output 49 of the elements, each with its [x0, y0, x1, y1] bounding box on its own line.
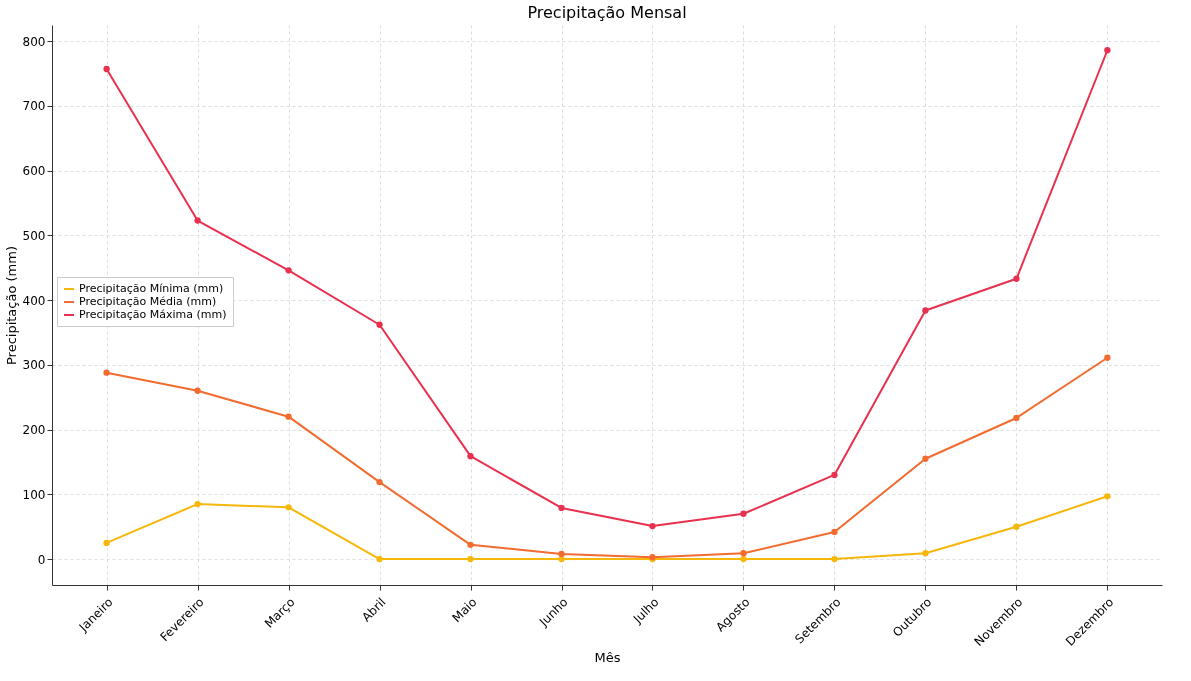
- legend-label: Precipitação Máxima (mm): [79, 308, 227, 321]
- point: [922, 455, 929, 462]
- point: [831, 528, 838, 536]
- point: [922, 307, 929, 314]
- point: [740, 550, 747, 557]
- point: [103, 539, 110, 547]
- y-tick-label: 300: [22, 358, 46, 373]
- point: [922, 550, 929, 557]
- chart-title: Precipitação Mensal: [527, 3, 687, 22]
- point: [1104, 354, 1111, 361]
- point: [376, 478, 383, 486]
- y-axis-title: Precipitação (mm): [3, 245, 19, 366]
- point: [1013, 523, 1020, 530]
- legend-label: Precipitação Média (mm): [79, 295, 217, 308]
- point: [376, 321, 383, 328]
- legend-label: Precipitação Mínima (mm): [79, 282, 224, 295]
- point: [103, 369, 110, 376]
- point: [285, 267, 292, 274]
- point: [103, 65, 110, 73]
- point: [740, 555, 747, 563]
- point: [194, 500, 201, 508]
- y-tick-label: 0: [37, 552, 46, 567]
- point: [649, 522, 656, 530]
- y-tick-label: 200: [22, 423, 46, 438]
- point: [285, 413, 292, 420]
- point: [1013, 275, 1020, 282]
- point: [1104, 493, 1111, 500]
- y-tick-label: 100: [22, 487, 46, 502]
- y-tick-label: 800: [22, 34, 46, 49]
- x-axis-title: Mês: [594, 650, 621, 666]
- point: [558, 504, 565, 512]
- y-tick-label: 500: [22, 228, 46, 243]
- point: [376, 555, 383, 563]
- point: [831, 471, 838, 479]
- y-tick-label: 700: [22, 99, 46, 114]
- point: [194, 217, 201, 224]
- point: [740, 510, 747, 517]
- point: [1013, 414, 1020, 422]
- point: [467, 453, 474, 460]
- point: [467, 555, 474, 563]
- point: [467, 541, 474, 549]
- point: [1104, 47, 1111, 54]
- y-tick-label: 400: [22, 293, 46, 308]
- point: [558, 555, 565, 563]
- y-tick-label: 600: [22, 164, 46, 179]
- point: [194, 387, 201, 394]
- point: [558, 550, 565, 558]
- point: [831, 555, 838, 563]
- point: [285, 504, 292, 511]
